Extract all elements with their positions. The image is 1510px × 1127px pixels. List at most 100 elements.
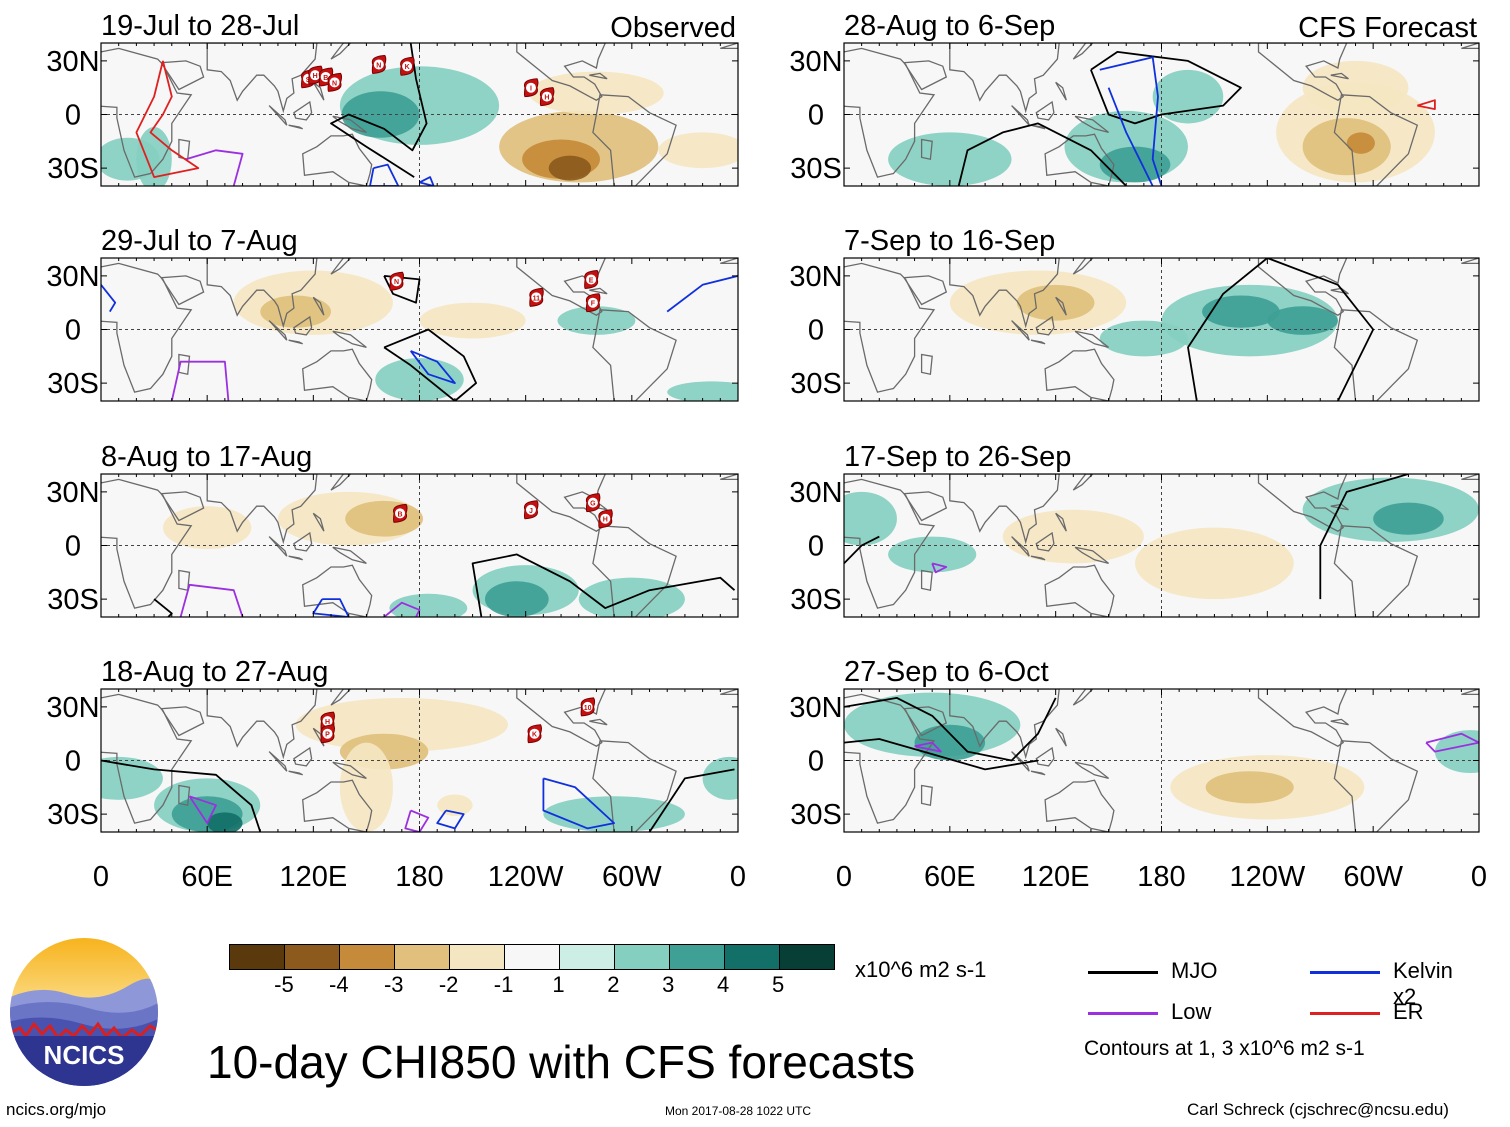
storm-label: H: [603, 517, 608, 524]
chi-shading: [557, 306, 636, 335]
chi-shading: [136, 127, 172, 186]
coastline: [1330, 72, 1349, 80]
storm-marker: I: [523, 78, 539, 98]
coastline: [1011, 105, 1030, 126]
lat-label: 30N: [46, 261, 99, 293]
chi-shading: [1152, 69, 1224, 124]
colorbar-swatch: [340, 945, 395, 969]
storm-label: N: [332, 80, 337, 87]
storm-label: H: [325, 719, 330, 726]
colorbar-swatch: [725, 945, 780, 969]
colorbar-swatch: [450, 945, 505, 969]
storm-eye: [402, 61, 413, 72]
coastline: [1011, 751, 1030, 772]
colorbar-swatch: [780, 945, 834, 969]
colorbar-tick-label: -4: [329, 972, 349, 997]
coastline: [101, 47, 193, 178]
lat-label: 30N: [789, 261, 842, 293]
legend-mjo-line: [1088, 971, 1158, 974]
lon-label: 0: [93, 861, 109, 893]
coastline: [330, 689, 352, 706]
contour-kelvinx: [419, 176, 435, 186]
chi-shading: [1002, 509, 1144, 564]
chi-shading: [888, 536, 977, 573]
coastline: [1044, 348, 1115, 401]
site-link[interactable]: ncics.org/mjo: [6, 1100, 107, 1119]
colorbar-tick-label: 3: [662, 972, 675, 997]
contour-kelvinx: [436, 809, 465, 830]
chi-shading: [341, 91, 420, 138]
contour-low: [170, 360, 230, 401]
ncics-logo: NCICS: [10, 938, 158, 1086]
coastline: [592, 94, 677, 186]
storm-eye: [541, 91, 552, 102]
coastline: [293, 100, 313, 121]
coastline: [1035, 746, 1055, 767]
coastline: [1333, 740, 1419, 832]
contour-mjo: [957, 122, 1127, 186]
chi-shading: [702, 756, 738, 800]
colorbar-tick-label: 5: [771, 972, 785, 997]
legend-er-line: [1310, 1012, 1380, 1015]
lon-label: 180: [395, 861, 443, 893]
storm-label: K: [532, 732, 537, 739]
lat-label: 0: [65, 100, 81, 132]
storm-label: K: [405, 64, 410, 71]
storm-label: H: [544, 95, 549, 102]
lat-label: 30N: [46, 692, 99, 724]
contour-er: [1417, 99, 1436, 110]
coastline: [902, 275, 948, 306]
coastline: [302, 348, 373, 401]
panel-date-title: 28-Aug to 6-Sep: [844, 10, 1055, 42]
panel-date-title: 17-Sep to 26-Sep: [844, 441, 1071, 473]
lat-label: 0: [65, 746, 81, 778]
chi-shading: [339, 742, 393, 832]
contour-mjo: [844, 535, 880, 565]
colorbar-swatch: [615, 945, 670, 969]
coastline: [160, 491, 205, 522]
contour-mjo: [1266, 258, 1375, 401]
legend-kelvin-label: Kelvin x2: [1393, 958, 1453, 1009]
chi-shading: [162, 506, 252, 550]
contour-kelvinx: [542, 777, 615, 830]
lat-label: 30N: [46, 477, 99, 509]
coastline: [920, 138, 933, 160]
storm-label: E: [589, 277, 594, 284]
coastline: [302, 133, 373, 186]
coastline: [920, 353, 933, 375]
coastline: [1257, 43, 1348, 101]
coastline: [516, 43, 607, 101]
contour-kelvinx: [101, 284, 117, 313]
contour-mjo: [1090, 51, 1242, 125]
storm-label: 10: [584, 705, 592, 712]
coastline: [1030, 124, 1046, 130]
storm-marker: B: [393, 503, 408, 523]
lon-label: 60E: [924, 861, 976, 893]
coastline: [1035, 315, 1055, 336]
panel-date-title: 27-Sep to 6-Oct: [844, 656, 1049, 688]
coastline: [1333, 525, 1419, 617]
colorbar: [229, 944, 835, 970]
coastline: [293, 746, 313, 767]
lat-label: 30S: [47, 799, 99, 831]
coastline: [1074, 330, 1110, 349]
contour-kelvinx: [409, 350, 456, 384]
coastline: [1074, 546, 1110, 565]
coastline: [293, 315, 313, 336]
chi-shading: [1205, 771, 1294, 804]
lon-label: 0: [730, 861, 746, 893]
colorbar-labels: -5 -4 -3 -2 -1 1 2 3 4 5: [229, 972, 833, 1002]
storm-eye: [395, 508, 406, 519]
coastline: [1461, 689, 1479, 696]
chi-shading: [1202, 295, 1280, 328]
coastline: [920, 784, 933, 806]
coastline: [1035, 100, 1055, 121]
chi-shading: [1302, 118, 1391, 176]
contours-note: Contours at 1, 3 x10^6 m2 s-1: [1084, 1037, 1365, 1060]
chi-shading: [260, 295, 332, 328]
contour-kelvinx: [369, 163, 400, 186]
storm-label: 11: [533, 295, 541, 302]
lat-label: 30S: [47, 584, 99, 616]
coastline: [1030, 339, 1046, 345]
legend-kelvin-line: [1310, 971, 1380, 974]
